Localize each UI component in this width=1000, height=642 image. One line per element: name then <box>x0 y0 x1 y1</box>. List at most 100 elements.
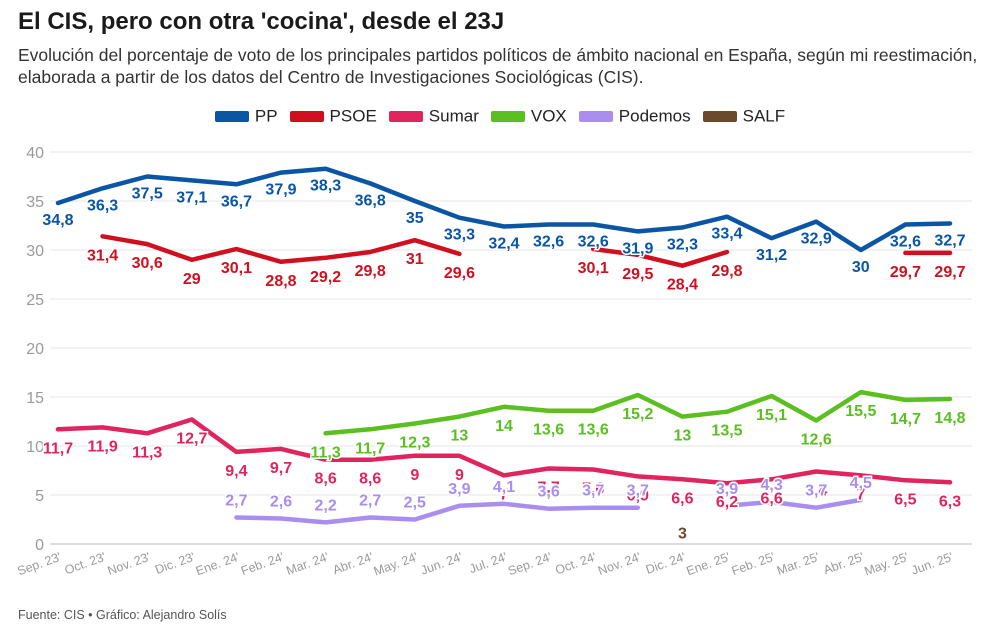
data-label-pp: 37,1 <box>176 189 207 206</box>
legend-swatch <box>214 111 249 123</box>
data-label-psoe: 29,5 <box>622 266 653 283</box>
data-label-sumar: 6,6 <box>760 490 782 507</box>
data-labels: 34,836,337,5 37,1 36,737,9 38,336,83533,332… <box>41 176 967 544</box>
data-label-podemos: 2,5 <box>404 495 426 512</box>
data-label-psoe: 29,7 <box>890 264 921 281</box>
data-label-podemos: 3,6 <box>537 484 559 501</box>
data-label-pp: 32,3 <box>667 236 698 253</box>
series-lines <box>55 166 953 525</box>
data-label-psoe: 30,1 <box>221 260 252 277</box>
source-note: Fuente: CIS • Gráfico: Alejandro Solís <box>18 608 227 622</box>
x-tick-label: Feb. 25' <box>730 550 777 578</box>
x-tick-label: Jul. 24' <box>467 550 509 577</box>
y-tick-label: 20 <box>26 341 44 358</box>
data-label-vox: 14 <box>495 418 513 435</box>
data-label-salf: 3 <box>678 526 687 543</box>
data-label-psoe: 29,2 <box>310 269 341 286</box>
data-label-sumar: 9 <box>455 467 464 484</box>
x-tick-label: Abr. 25' <box>822 550 866 578</box>
y-tick-label: 40 <box>26 145 44 162</box>
series-line-psoe <box>100 234 462 265</box>
data-label-podemos: 3,7 <box>627 483 649 500</box>
data-label-pp: 37,9 <box>265 182 296 199</box>
data-label-vox: 13,6 <box>578 422 609 439</box>
series-line-podemos <box>234 501 641 525</box>
legend-label: SALF <box>742 106 786 126</box>
y-tick-label: 0 <box>35 537 44 554</box>
data-label-pp: 36,3 <box>87 197 118 214</box>
legend-item-podemos: Podemos <box>578 106 691 127</box>
data-label-vox: 13 <box>451 428 469 445</box>
y-tick-label: 15 <box>26 390 44 407</box>
data-label-vox: 14,8 <box>934 410 965 427</box>
series-line-pp <box>55 166 953 253</box>
legend-label: Podemos <box>618 106 691 126</box>
data-label-psoe: 29,7 <box>934 264 965 281</box>
data-label-sumar: 7,7 <box>537 480 559 497</box>
data-label-podemos: 3,7 <box>582 483 604 500</box>
data-label-podemos: 3,9 <box>448 481 470 498</box>
x-tick-label: Ene. 24' <box>194 550 242 579</box>
x-tick-label: Sep. 24' <box>506 550 554 579</box>
y-axis: 0 5 10 15 20 25 30 35 40 <box>26 145 44 554</box>
data-label-sumar: 7,6 <box>582 481 604 498</box>
x-tick-label: Dic. 24' <box>644 550 688 577</box>
data-label-vox: 13 <box>674 428 692 445</box>
legend-swatch <box>388 111 423 123</box>
data-label-sumar: 6,9 <box>627 487 649 504</box>
data-label-pp: 34,8 <box>42 212 73 229</box>
data-label-sumar: 9,7 <box>270 460 292 477</box>
data-label-pp: 37,5 <box>132 186 163 203</box>
y-tick-label: 30 <box>26 243 44 260</box>
series-line-podemos <box>724 497 864 510</box>
x-axis: Sep. 23' Oct. 23'Nov. 23' Dic. 23'Ene. 24'… <box>15 550 955 579</box>
data-label-pp: 36,8 <box>355 192 386 209</box>
data-label-podemos: 2,7 <box>359 493 381 510</box>
data-label-pp: 30 <box>852 259 870 276</box>
data-label-sumar: 6,6 <box>671 490 693 507</box>
data-label-vox: 12,3 <box>399 434 430 451</box>
data-label-vox: 14,7 <box>890 411 921 428</box>
x-tick-label: May. 24' <box>372 550 420 579</box>
x-tick-label: Oct. 23' <box>63 550 108 578</box>
chart-subtitle: Evolución del porcentaje de voto de los … <box>18 45 978 87</box>
legend-label: Sumar <box>428 106 479 126</box>
data-label-pp: 32,4 <box>488 235 519 252</box>
data-label-vox: 15,5 <box>845 403 876 420</box>
series-line-psoe <box>590 246 730 268</box>
x-tick-label: Nov. 24' <box>596 550 643 578</box>
series-line-sumar <box>55 417 953 486</box>
y-tick-label: 10 <box>26 439 44 456</box>
data-label-pp: 33,3 <box>444 227 475 244</box>
chart-legend: PP PSOE Sumar VOX Podemos SALF <box>0 106 1000 127</box>
legend-swatch <box>578 111 613 123</box>
legend-item-vox: VOX <box>490 106 567 127</box>
y-tick-label: 5 <box>35 488 44 505</box>
data-label-sumar: 8,6 <box>314 471 336 488</box>
data-label-pp: 31,2 <box>756 247 787 264</box>
data-label-pp: 32,6 <box>890 234 921 251</box>
x-tick-label: Nov. 23' <box>106 550 153 578</box>
data-label-vox: 13,5 <box>711 423 742 440</box>
data-label-sumar: 11,3 <box>132 444 162 461</box>
data-label-psoe: 29,8 <box>711 263 742 280</box>
data-label-psoe: 30,6 <box>132 255 163 272</box>
legend-swatch <box>490 111 525 123</box>
data-label-psoe: 28,8 <box>265 273 296 290</box>
x-tick-label: Mar. 25' <box>775 550 821 578</box>
data-label-sumar: 7 <box>500 486 509 503</box>
grid-lines <box>50 151 972 545</box>
data-label-podemos: 2,6 <box>270 494 292 511</box>
legend-label: PP <box>254 106 278 126</box>
data-label-podemos: 4,3 <box>760 477 782 494</box>
x-tick-label: Mar. 24' <box>284 550 330 578</box>
x-tick-label: Jun. 24' <box>419 550 465 578</box>
data-label-sumar: 7 <box>856 486 865 503</box>
data-label-psoe: 29 <box>183 271 201 288</box>
data-label-pp: 38,3 <box>310 178 341 195</box>
series-line-vox <box>323 389 953 436</box>
data-label-vox: 13,6 <box>533 422 564 439</box>
legend-item-sumar: Sumar <box>388 106 479 127</box>
data-label-pp: 32,6 <box>578 234 609 251</box>
data-label-vox: 11,7 <box>355 440 385 457</box>
